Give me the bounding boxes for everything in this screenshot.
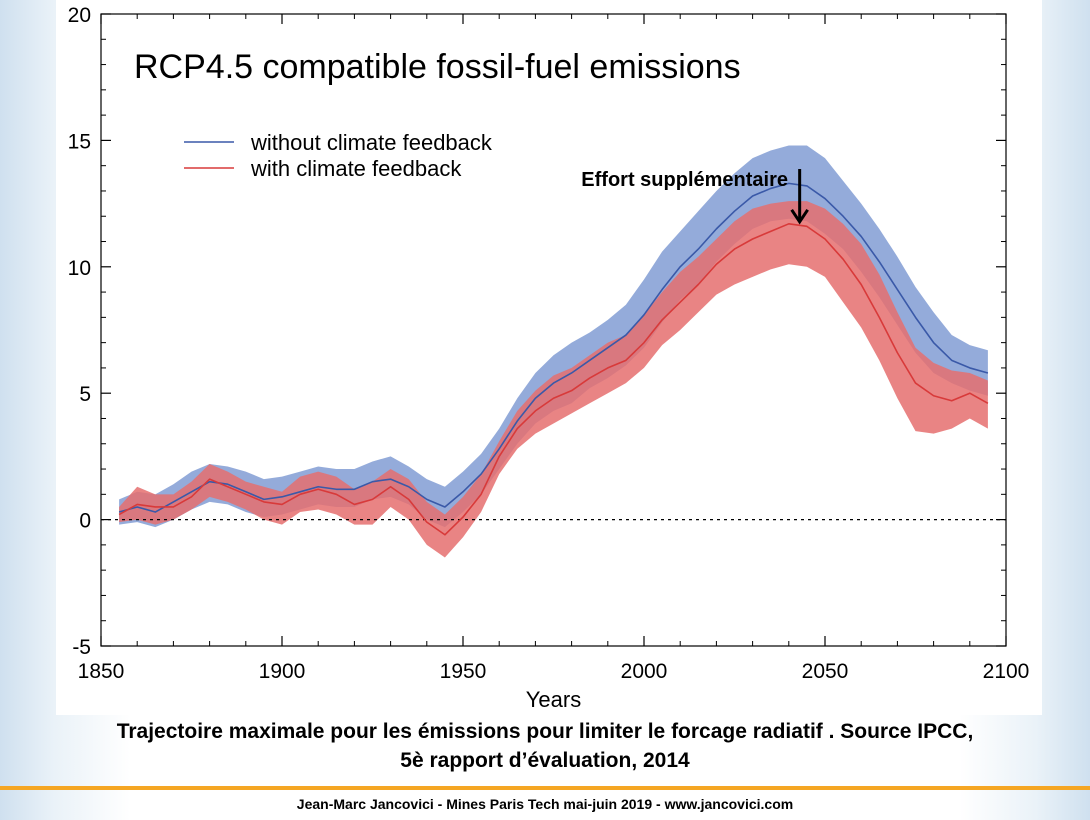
- footer-divider: [0, 786, 1090, 790]
- annotation: Effort supplémentaire: [581, 169, 809, 225]
- y-tick-label: 20: [68, 4, 91, 27]
- plot-frame: [100, 13, 1007, 647]
- axis-tick-labels: 1850 1900 1950 2000 2050 2100 -5 0 5 10 15 20: [68, 4, 1030, 683]
- caption-line-1: Trajectoire maximale pour les émissions …: [116, 720, 974, 743]
- x-tick-label: 2050: [802, 660, 849, 683]
- x-axis-title: Years: [526, 687, 581, 712]
- chart-title: RCP4.5 compatible fossil-fuel emissions: [134, 48, 741, 86]
- band-with-feedback: [119, 201, 988, 558]
- legend-label-with-feedback: with climate feedback: [250, 156, 462, 181]
- line-without-feedback: [118, 182, 989, 513]
- axis-ticks: [100, 13, 1007, 647]
- y-tick-label: 0: [79, 510, 91, 533]
- x-tick-label: 1850: [78, 660, 125, 683]
- x-tick-label: 1900: [259, 660, 306, 683]
- y-tick-label: 15: [68, 130, 91, 153]
- legend-label-without-feedback: without climate feedback: [250, 130, 493, 155]
- footer-credit: Jean-Marc Jancovici - Mines Paris Tech m…: [296, 796, 794, 812]
- x-tick-label: 2100: [983, 660, 1030, 683]
- legend: without climate feedback with climate fe…: [184, 130, 493, 181]
- line-with-feedback: [118, 223, 989, 536]
- annotation-label: Effort supplémentaire: [581, 169, 788, 191]
- series-lines: [118, 182, 989, 536]
- chart-panel: 1850 1900 1950 2000 2050 2100 -5 0 5 10 15 20 RCP4.…: [56, 0, 1042, 715]
- caption-line-2: 5è rapport d’évaluation, 2014: [400, 749, 690, 772]
- annotation-arrow-head: [790, 208, 809, 225]
- x-tick-label: 1950: [440, 660, 487, 683]
- x-tick-label: 2000: [621, 660, 668, 683]
- uncertainty-bands: [119, 145, 988, 558]
- figure-caption: Trajectoire maximale pour les émissions …: [0, 717, 1090, 775]
- y-tick-label: 5: [79, 383, 91, 406]
- y-tick-label: -5: [72, 636, 91, 659]
- y-tick-label: 10: [68, 257, 91, 280]
- emissions-chart: 1850 1900 1950 2000 2050 2100 -5 0 5 10 15 20 RCP4.…: [68, 4, 1030, 712]
- band-without-feedback: [119, 145, 988, 528]
